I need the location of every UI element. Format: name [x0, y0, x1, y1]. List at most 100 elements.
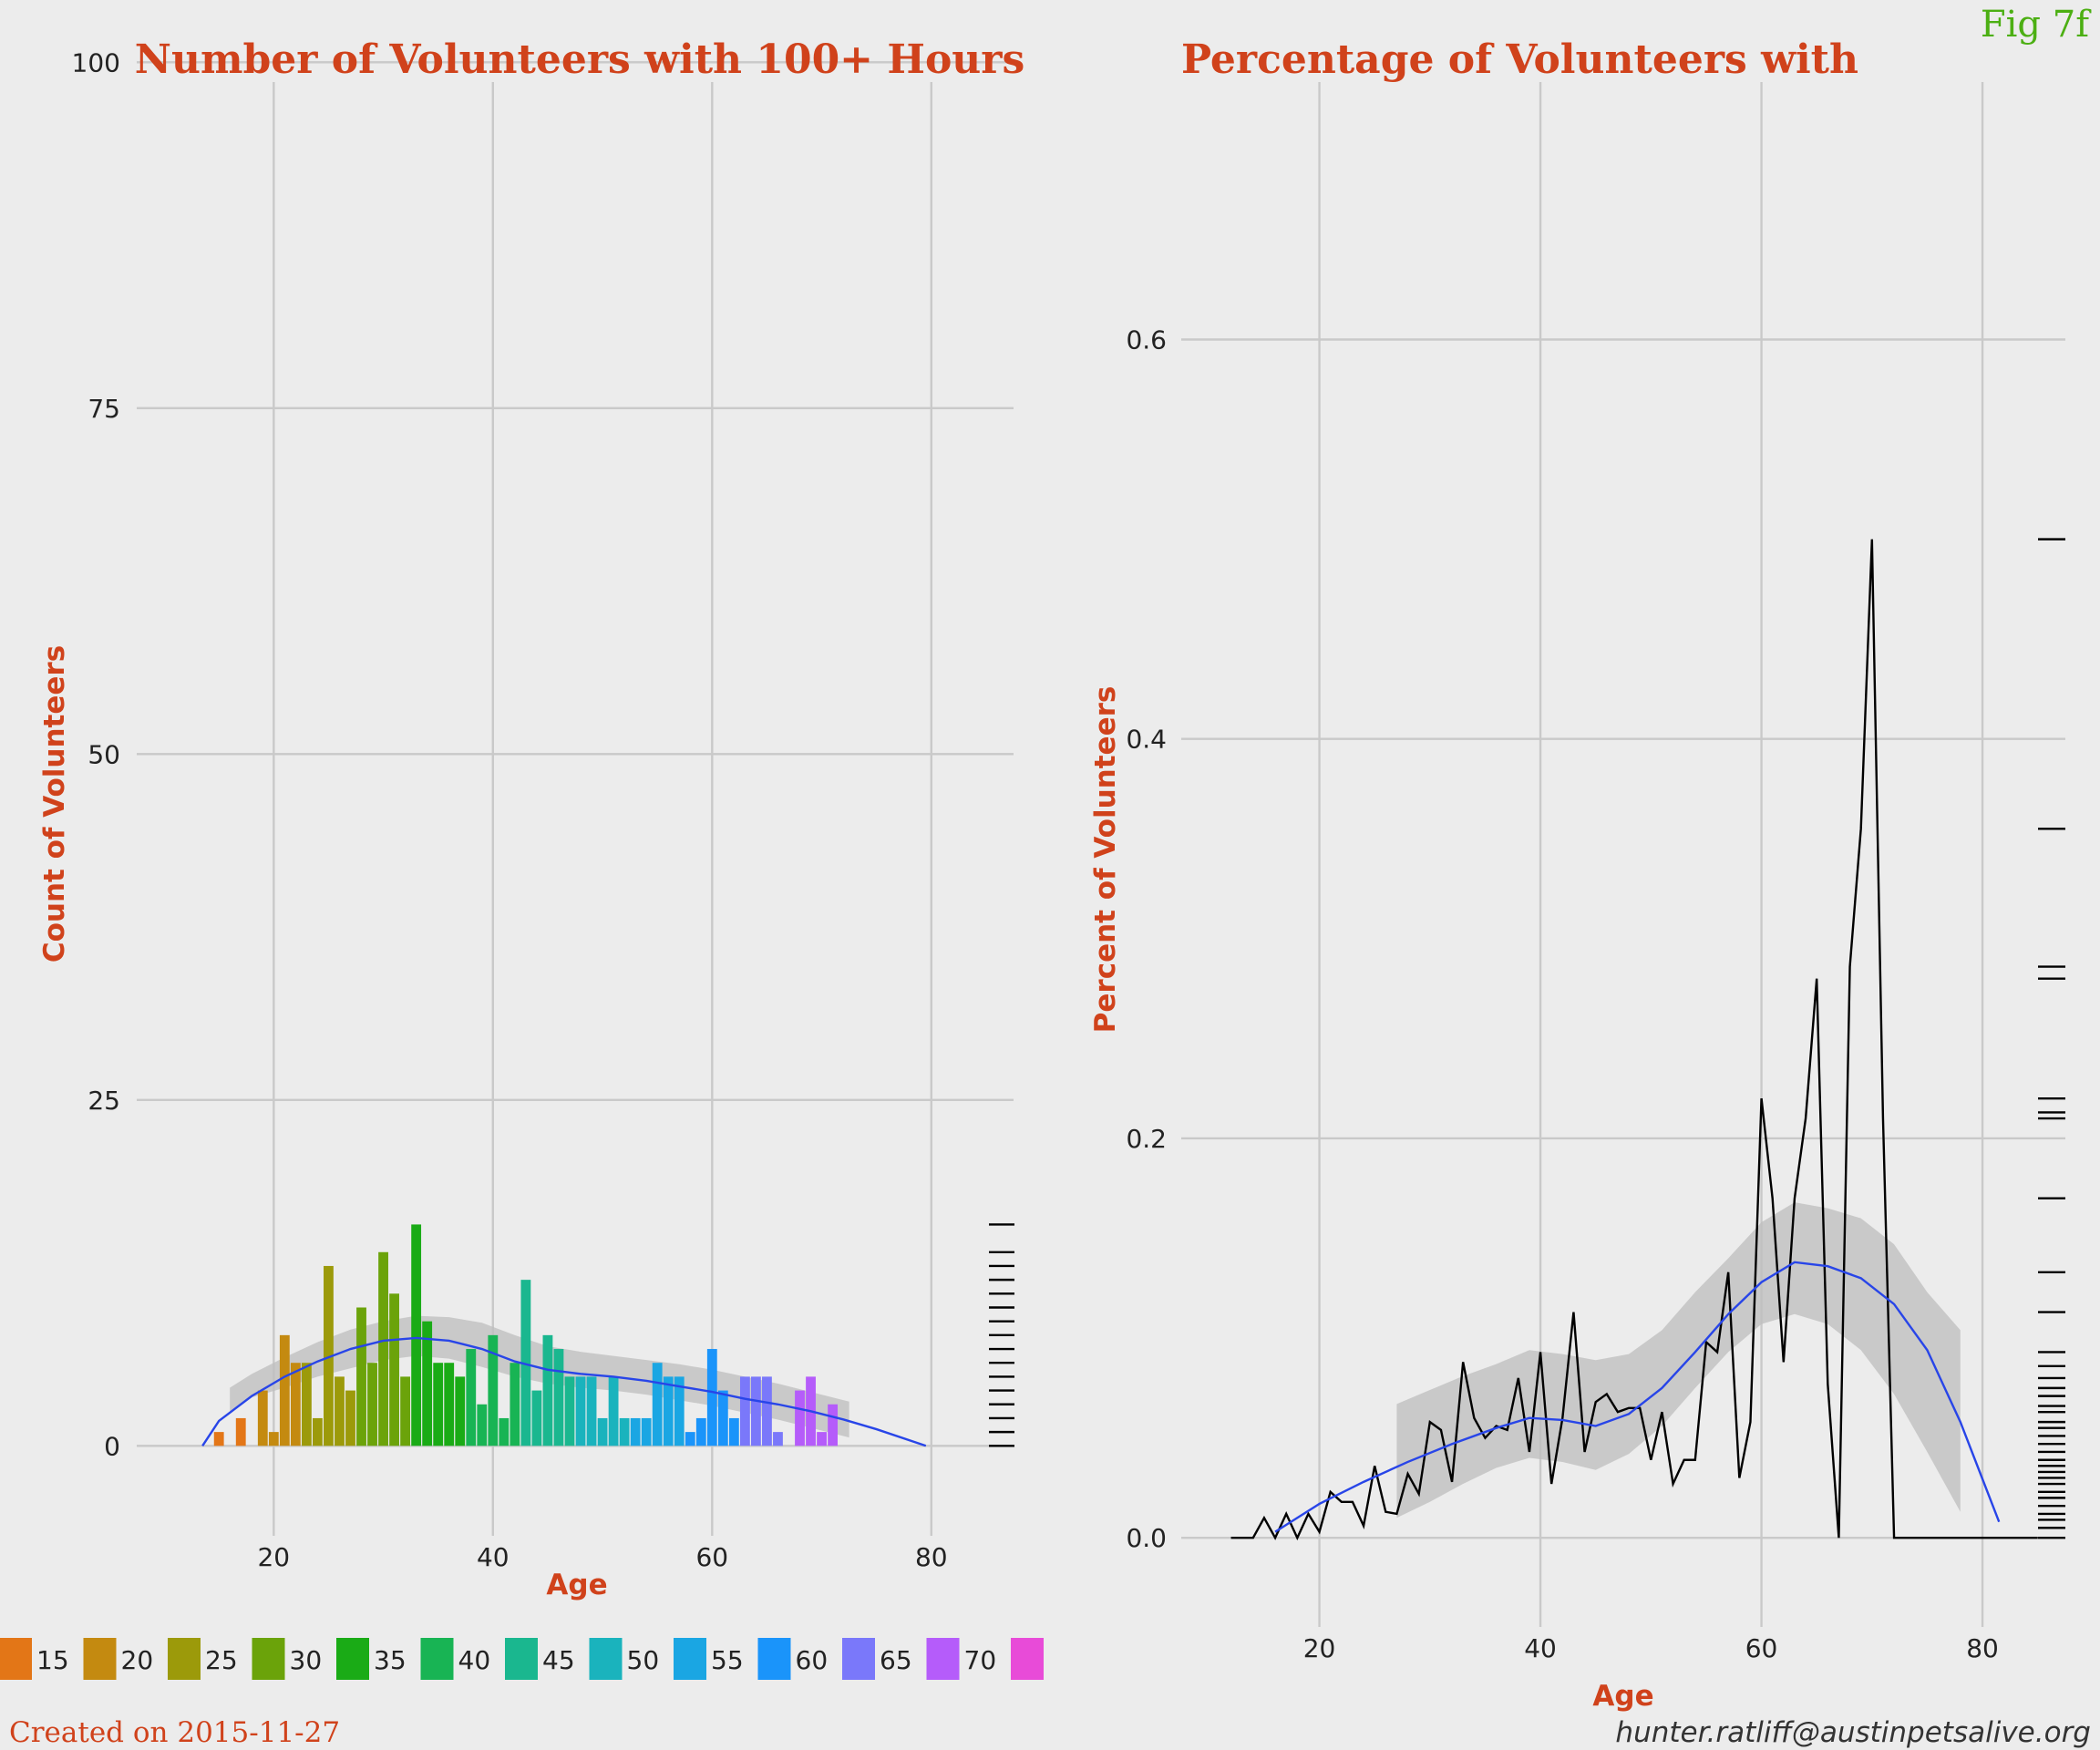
bar: [685, 1432, 695, 1446]
legend-swatch: [757, 1638, 791, 1680]
y-tick-label: 0.2: [1126, 1124, 1167, 1154]
count-chart-panel: 20 40 60 80 0 25 50 75 100 Number of Volunteers …: [38, 36, 1024, 1601]
count-chart-tick-labels: 20 40 60 80 0 25 50 75 100: [72, 47, 948, 1572]
bar: [356, 1307, 366, 1446]
y-tick-label: 75: [88, 394, 120, 424]
percent-chart-title: Percentage of Volunteers with: [1181, 36, 1858, 83]
legend-label: 50: [627, 1645, 660, 1675]
legend-swatch: [0, 1638, 32, 1680]
smooth-line: [201, 1336, 927, 1447]
x-tick-label: 80: [1966, 1633, 1999, 1663]
bar: [400, 1376, 411, 1446]
bar: [335, 1376, 345, 1446]
legend-swatch: [926, 1638, 960, 1680]
x-tick-label: 80: [915, 1542, 948, 1572]
bar: [433, 1363, 444, 1446]
bar: [663, 1376, 674, 1446]
percent-chart-tick-labels: 20 40 60 80 0.0 0.2 0.4 0.6: [1126, 325, 1998, 1664]
bar: [313, 1417, 323, 1446]
bar: [762, 1376, 772, 1446]
legend-swatch: [252, 1638, 285, 1680]
bar: [739, 1376, 750, 1446]
bar: [520, 1280, 531, 1446]
bar: [608, 1376, 619, 1446]
legend-label: 65: [880, 1645, 912, 1675]
count-rug: [989, 1223, 1014, 1447]
percent-chart-y-axis-title: Percent of Volunteers: [1089, 686, 1122, 1034]
bar: [717, 1390, 728, 1446]
x-tick-label: 40: [1524, 1633, 1557, 1663]
bar: [477, 1404, 488, 1446]
bar: [367, 1363, 377, 1446]
bar: [751, 1376, 761, 1446]
count-smooth-line: [201, 1336, 927, 1447]
x-tick-label: 40: [477, 1542, 510, 1572]
percent-smooth-line: [1274, 1261, 2001, 1533]
y-tick-label: 0.6: [1126, 325, 1167, 355]
count-bars: [213, 1224, 838, 1446]
bar: [257, 1390, 268, 1446]
y-tick-label: 50: [88, 739, 120, 769]
bar: [466, 1349, 477, 1446]
bar: [597, 1417, 608, 1446]
bar: [510, 1363, 520, 1446]
percent-chart-panel: 20 40 60 80 0.0 0.2 0.4 0.6 Percentage of Volun…: [1089, 36, 2065, 1713]
bar: [586, 1376, 597, 1446]
legend-swatch: [1011, 1638, 1044, 1680]
bar: [531, 1390, 542, 1446]
bar: [499, 1417, 510, 1446]
legend-swatch: [336, 1638, 369, 1680]
bar: [553, 1349, 564, 1446]
bar: [564, 1376, 575, 1446]
count-chart-x-axis-title: Age: [546, 1569, 607, 1601]
count-chart-y-axis-title: Count of Volunteers: [38, 645, 71, 962]
bar: [268, 1432, 279, 1446]
legend-swatch: [589, 1638, 623, 1680]
legend-label: 35: [374, 1645, 407, 1675]
bar: [378, 1251, 388, 1446]
legend-label: 40: [458, 1645, 491, 1675]
bar: [695, 1417, 706, 1446]
x-tick-label: 20: [1303, 1633, 1336, 1663]
bar: [542, 1334, 553, 1446]
percent-rug: [2038, 538, 2065, 1539]
bar: [389, 1293, 399, 1446]
legend-label: 60: [796, 1645, 829, 1675]
percent-smooth-band: [1396, 1202, 1961, 1518]
y-tick-label: 0.4: [1126, 725, 1167, 755]
bar: [345, 1390, 355, 1446]
bar: [455, 1376, 466, 1446]
x-tick-label: 60: [695, 1542, 728, 1572]
bar: [652, 1363, 663, 1446]
legend-swatch: [674, 1638, 706, 1680]
bar: [488, 1334, 499, 1446]
bar: [411, 1224, 422, 1446]
legend-swatch: [420, 1638, 454, 1680]
count-chart-gridlines: [137, 61, 1014, 1536]
legend-swatch: [83, 1638, 117, 1680]
legend-swatch: [168, 1638, 201, 1680]
legend-label: 55: [711, 1645, 744, 1675]
bar: [619, 1417, 630, 1446]
bar: [301, 1363, 312, 1446]
x-tick-label: 60: [1745, 1633, 1778, 1663]
legend-swatch: [505, 1638, 538, 1680]
legend-label: 30: [290, 1645, 323, 1675]
x-tick-label: 20: [257, 1542, 290, 1572]
bar: [290, 1363, 301, 1446]
percent-chart-x-axis-title: Age: [1592, 1680, 1653, 1713]
percent-line: [1230, 539, 2038, 1541]
confidence-band: [1396, 1202, 1961, 1518]
bar: [324, 1265, 334, 1446]
figure-label: Fig 7f: [1981, 4, 2092, 46]
bar: [706, 1349, 717, 1446]
age-color-legend: 15 20 25 30 35 40 45 50 55 60 65 70: [0, 1638, 1044, 1680]
legend-label: 70: [964, 1645, 997, 1675]
y-tick-label: 0.0: [1126, 1523, 1167, 1553]
bar: [674, 1376, 685, 1446]
bar: [773, 1432, 783, 1446]
legend-swatch: [842, 1638, 875, 1680]
smooth-line: [1274, 1261, 2001, 1533]
